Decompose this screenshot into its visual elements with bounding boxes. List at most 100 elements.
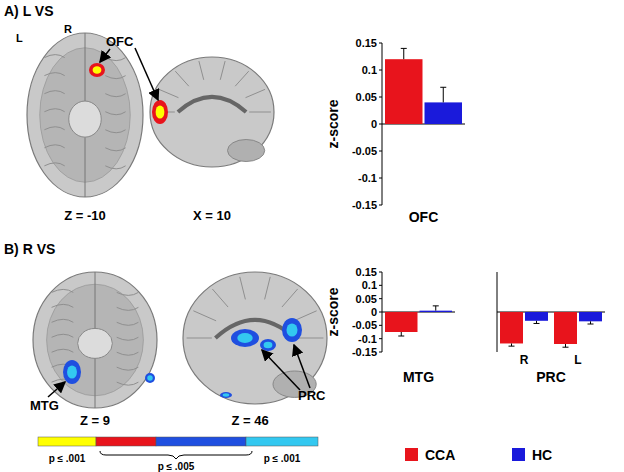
y-tick-label: 0.15 [356, 37, 377, 49]
y-tick-label: 0.1 [362, 64, 377, 76]
activation [152, 100, 168, 124]
y-tick [379, 352, 382, 353]
y-tick-label: -0.1 [358, 333, 377, 345]
bar [385, 312, 418, 332]
colorbar-segment [38, 437, 96, 446]
y-tick-label: 0 [371, 306, 377, 318]
error-bar [433, 306, 439, 311]
slice-label: X = 10 [193, 208, 231, 223]
activation-core [223, 393, 230, 396]
deep-structure [78, 328, 113, 358]
brain-axial [33, 272, 157, 408]
sulcus [298, 338, 323, 339]
sulcus [265, 277, 271, 300]
bar-chart: -0.15-0.1 -0.0500.05 0.10.15 z-score MTG [325, 266, 455, 385]
slice-label: Z = 9 [80, 413, 110, 428]
panel-title: B) R VS [4, 241, 55, 257]
bars [385, 48, 462, 124]
region-label: PRC [298, 388, 326, 403]
activation [89, 63, 105, 77]
x-axis-label: PRC [536, 369, 566, 385]
y-tick [379, 298, 382, 299]
activation-core [237, 333, 252, 343]
arrow [262, 350, 300, 390]
y-tick-label: -0.15 [352, 346, 377, 358]
colorbar-segment [156, 437, 246, 446]
error-cap [398, 336, 404, 337]
y-tick-label: -0.15 [352, 199, 377, 211]
bar [385, 59, 423, 124]
region-label: OFC [106, 34, 134, 49]
error-cap [401, 48, 407, 49]
error-cap [440, 87, 446, 88]
y-tick [379, 338, 382, 339]
error-bar [534, 321, 540, 324]
error-bar [401, 48, 407, 59]
error-cap [433, 305, 439, 306]
bar [500, 312, 523, 343]
bars [500, 312, 602, 347]
legend-label: CCA [425, 447, 455, 463]
hemisphere-label: R [64, 23, 72, 35]
y-axis-label: z-score [325, 287, 341, 336]
brain-axial [27, 33, 143, 197]
legend-label: HC [532, 447, 552, 463]
figure: A) L VSLROFCZ = -10X = 10B) R VSMTGPRCZ … [0, 0, 624, 472]
bar [425, 102, 463, 124]
y-tick [379, 97, 382, 98]
error-bar [398, 332, 404, 336]
bars [385, 306, 452, 336]
sulcus [193, 311, 216, 321]
y-tick-label: -0.05 [352, 145, 377, 157]
sulcus [187, 338, 212, 339]
colorbar-segment [246, 437, 318, 446]
error-stem [403, 48, 404, 59]
sulcus [282, 289, 298, 307]
y-tick [379, 285, 382, 286]
activation-core [93, 66, 102, 74]
x-tick-label: MTG [403, 369, 434, 385]
error-cap [588, 324, 594, 325]
y-tick [379, 272, 382, 273]
corpus-callosum [178, 97, 246, 112]
y-tick-label: 0.05 [356, 293, 377, 305]
colorbar-label: p ≤ .005 [158, 461, 195, 472]
y-tick [379, 205, 382, 206]
brain-outline [183, 272, 327, 404]
legend-swatch [512, 448, 525, 461]
bar [579, 312, 602, 321]
bar-chart: RLPRC [497, 272, 605, 385]
bar [420, 311, 453, 312]
sulcus [249, 112, 271, 113]
sulcus [220, 61, 225, 80]
activation-core [147, 375, 153, 381]
y-tick-label: 0 [371, 118, 377, 130]
activation [145, 373, 155, 383]
activation-core [287, 323, 298, 336]
y-tick-label: -0.05 [352, 319, 377, 331]
error-stem [435, 306, 436, 311]
y-tick [379, 43, 382, 44]
bar [554, 312, 577, 344]
brain-sagittal [183, 272, 327, 404]
sulcus [212, 289, 228, 307]
brain-outline [33, 272, 157, 408]
sulcus [294, 311, 317, 321]
brain-outline [27, 33, 143, 197]
activation [63, 360, 81, 384]
slice-label: Z = -10 [64, 208, 106, 223]
arrow [294, 345, 310, 388]
colorbar-segment [96, 437, 156, 446]
activation [260, 339, 276, 351]
y-tick-label: -0.1 [358, 172, 377, 184]
region-label: MTG [30, 398, 59, 413]
error-bar [509, 343, 515, 346]
y-tick-label: 0.1 [362, 279, 377, 291]
colorbar-label: p ≤ .001 [49, 453, 86, 464]
panel-title: A) L VS [4, 3, 54, 19]
y-tick-label: 0.15 [356, 266, 377, 278]
sulcus [240, 277, 246, 300]
sulcus [235, 71, 249, 86]
sulcus [199, 61, 204, 80]
bar-chart: -0.15-0.1-0.0500.050.10.15z-scoreOFC [325, 37, 465, 225]
